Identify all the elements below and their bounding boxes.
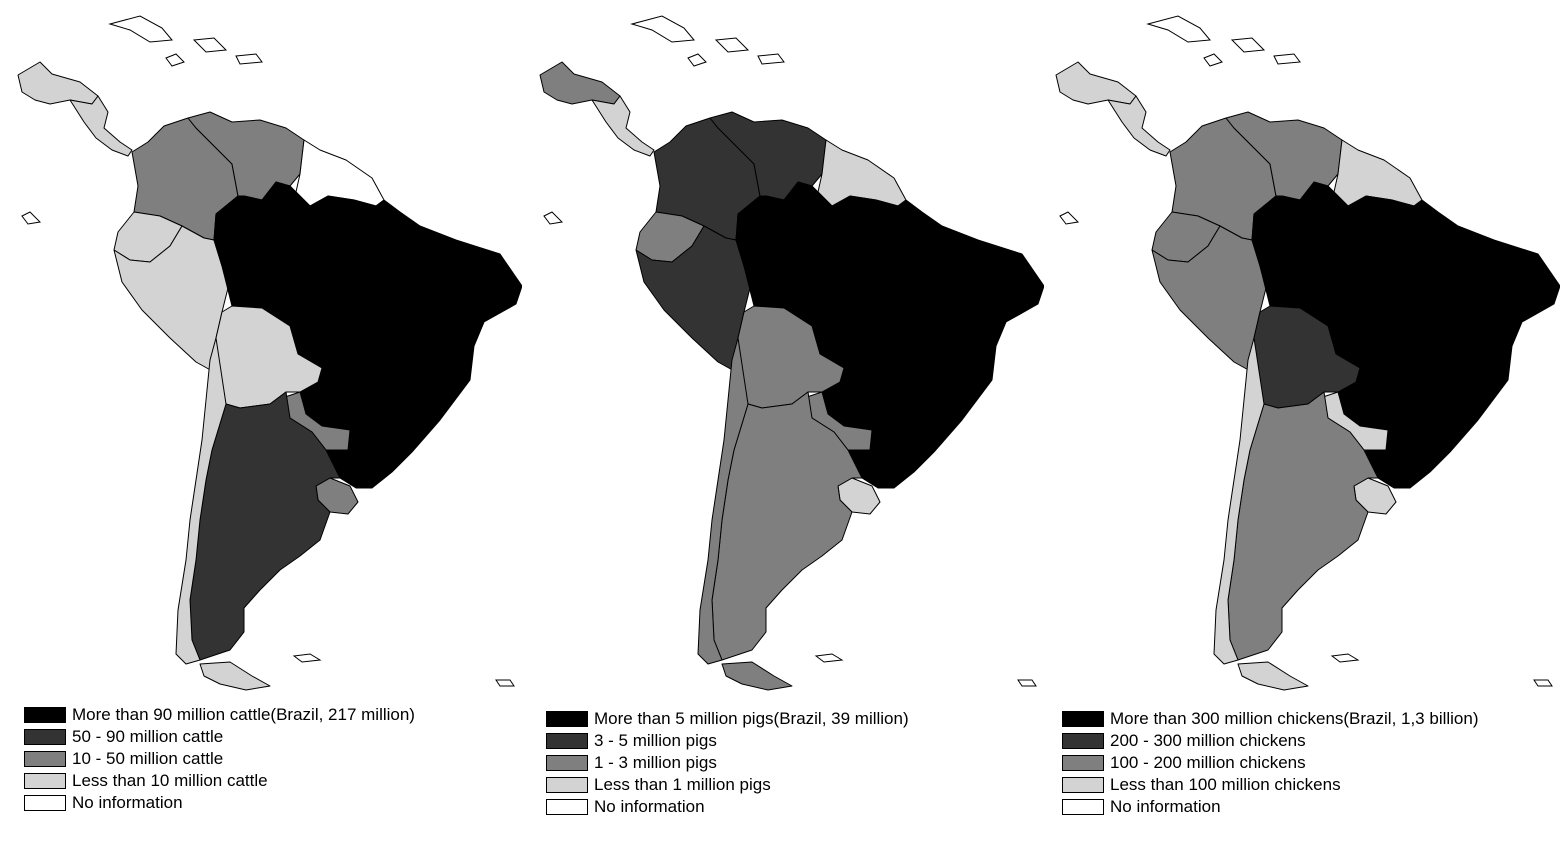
legend-row-high: 50 - 90 million cattle: [24, 726, 415, 748]
region-chile: [175, 337, 227, 665]
legend-row-very-high: More than 300 million chickens(Brazil, 1…: [1062, 708, 1479, 730]
legend-swatch-medium: [24, 751, 66, 767]
island-outline-3: [1273, 53, 1301, 65]
island-outline-0: [630, 15, 695, 43]
legend-swatch-high: [24, 729, 66, 745]
legend-swatch-very-high: [546, 711, 588, 727]
legend-row-low: Less than 10 million cattle: [24, 770, 415, 792]
legend-swatch-none: [24, 795, 66, 811]
legend-row-none: No information: [24, 792, 415, 814]
island-outline-5: [292, 653, 322, 663]
island-outline-3: [235, 53, 263, 65]
legend-swatch-very-high: [24, 707, 66, 723]
island-outline-6: [1017, 679, 1037, 687]
cattle-legend: More than 90 million cattle(Brazil, 217 …: [24, 704, 415, 814]
island-outline-2: [1230, 37, 1266, 53]
legend-label: No information: [72, 793, 183, 812]
region-chile: [1213, 337, 1265, 665]
pigs-legend: More than 5 million pigs(Brazil, 39 mill…: [546, 708, 909, 818]
legend-swatch-low: [1062, 777, 1104, 793]
legend-swatch-none: [546, 799, 588, 815]
chickens-map: [1055, 15, 1560, 691]
pigs-map: [539, 15, 1044, 691]
legend-label: Less than 100 million chickens: [1110, 775, 1341, 794]
island-outline-0: [1146, 15, 1211, 43]
legend-row-low: Less than 100 million chickens: [1062, 774, 1479, 796]
legend-row-high: 3 - 5 million pigs: [546, 730, 909, 752]
cattle-map: [17, 15, 522, 691]
legend-row-very-high: More than 5 million pigs(Brazil, 39 mill…: [546, 708, 909, 730]
legend-row-none: No information: [546, 796, 909, 818]
region-chile: [697, 337, 749, 665]
region-tierra-del-fuego: [199, 661, 271, 691]
region-central-america-north: [539, 61, 621, 105]
legend-row-medium: 1 - 3 million pigs: [546, 752, 909, 774]
legend-label: More than 5 million pigs(Brazil, 39 mill…: [594, 709, 909, 728]
legend-swatch-medium: [546, 755, 588, 771]
legend-swatch-medium: [1062, 755, 1104, 771]
legend-label: More than 90 million cattle(Brazil, 217 …: [72, 705, 415, 724]
island-outline-1: [165, 53, 185, 67]
legend-label: 10 - 50 million cattle: [72, 749, 224, 768]
legend-swatch-low: [24, 773, 66, 789]
legend-label: Less than 1 million pigs: [594, 775, 771, 794]
island-outline-4: [1059, 211, 1080, 225]
island-outline-4: [21, 211, 42, 225]
legend-swatch-high: [546, 733, 588, 749]
region-tierra-del-fuego: [1237, 661, 1309, 691]
legend-label: Less than 10 million cattle: [72, 771, 268, 790]
legend-label: More than 300 million chickens(Brazil, 1…: [1110, 709, 1479, 728]
island-outline-2: [192, 37, 228, 53]
legend-label: 200 - 300 million chickens: [1110, 731, 1306, 750]
legend-label: 100 - 200 million chickens: [1110, 753, 1306, 772]
pigs-map-panel: More than 5 million pigs(Brazil, 39 mill…: [522, 0, 1044, 843]
region-central-america-north: [1055, 61, 1137, 105]
island-outline-1: [1203, 53, 1223, 67]
legend-label: No information: [1110, 797, 1221, 816]
region-guianas: [817, 139, 907, 207]
cattle-map-panel: More than 90 million cattle(Brazil, 217 …: [0, 0, 522, 843]
island-outline-2: [714, 37, 750, 53]
region-guianas: [295, 139, 385, 207]
island-outline-1: [687, 53, 707, 67]
chickens-map-panel: More than 300 million chickens(Brazil, 1…: [1038, 0, 1566, 843]
region-central-america-north: [17, 61, 99, 105]
island-outline-0: [108, 15, 173, 43]
legend-row-low: Less than 1 million pigs: [546, 774, 909, 796]
region-central-america-south: [591, 95, 655, 157]
island-outline-5: [814, 653, 844, 663]
legend-swatch-high: [1062, 733, 1104, 749]
legend-label: 3 - 5 million pigs: [594, 731, 717, 750]
legend-row-medium: 100 - 200 million chickens: [1062, 752, 1479, 774]
legend-swatch-none: [1062, 799, 1104, 815]
region-central-america-south: [69, 95, 133, 157]
legend-row-high: 200 - 300 million chickens: [1062, 730, 1479, 752]
island-outline-6: [1533, 679, 1553, 687]
island-outline-4: [543, 211, 564, 225]
legend-swatch-very-high: [1062, 711, 1104, 727]
island-outline-5: [1330, 653, 1360, 663]
legend-label: No information: [594, 797, 705, 816]
region-guianas: [1333, 139, 1423, 207]
legend-row-very-high: More than 90 million cattle(Brazil, 217 …: [24, 704, 415, 726]
legend-label: 1 - 3 million pigs: [594, 753, 717, 772]
chickens-legend: More than 300 million chickens(Brazil, 1…: [1062, 708, 1479, 818]
legend-row-none: No information: [1062, 796, 1479, 818]
region-tierra-del-fuego: [721, 661, 793, 691]
island-outline-3: [757, 53, 785, 65]
region-central-america-south: [1107, 95, 1171, 157]
legend-label: 50 - 90 million cattle: [72, 727, 224, 746]
legend-row-medium: 10 - 50 million cattle: [24, 748, 415, 770]
island-outline-6: [495, 679, 515, 687]
legend-swatch-low: [546, 777, 588, 793]
